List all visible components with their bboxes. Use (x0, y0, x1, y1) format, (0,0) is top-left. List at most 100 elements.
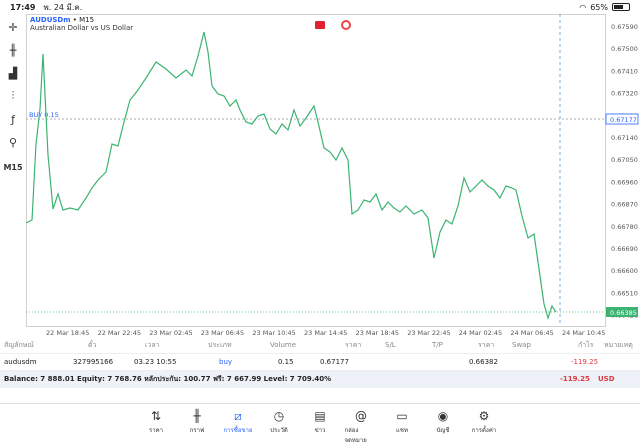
trade-table: สัญลักษณ์ ตั๋ว เวลา ประเภท Volume ราคา S… (0, 337, 640, 388)
time-axis-label: 24 Mar 10:45 (562, 329, 605, 337)
header-swap: Swap (512, 341, 531, 349)
time-axis-label: 24 Mar 06:45 (510, 329, 553, 337)
price-axis-label: 0.67500 (611, 45, 638, 53)
chart-toolbar: ✛ ╫ ▟ ⫶ ƒ ⚲ M15 (0, 14, 26, 334)
header-sl: S/L (385, 341, 396, 349)
tab-history[interactable]: ◷ ประวัติ (263, 404, 296, 447)
quotes-icon: ⇅ (150, 409, 162, 423)
sliders-icon[interactable]: ⫶ (11, 89, 15, 102)
header-tp: T/P (432, 341, 443, 349)
tab-history-label: ประวัติ (270, 427, 288, 434)
cell-ticket: 327995166 (73, 358, 114, 366)
time-axis-label: 23 Mar 14:45 (304, 329, 347, 337)
time-axis-label: 23 Mar 06:45 (201, 329, 244, 337)
header-price: ราคา (345, 340, 362, 349)
current-price-tag (606, 307, 638, 317)
price-axis-label: 0.66870 (611, 201, 638, 209)
tab-news[interactable]: ▤ ข่าว (304, 404, 337, 447)
chat-icon: ▭ (396, 409, 408, 423)
time-axis-label: 24 Mar 02:45 (459, 329, 502, 337)
buy-price-tag (605, 113, 639, 125)
trade-icon: ⧄ (234, 409, 242, 423)
timeframe-button[interactable]: M15 (3, 162, 23, 172)
table-row[interactable]: audusdm 327995166 03.23 10:55 buy 0.15 0… (0, 354, 640, 371)
price-axis-label: 0.66510 (611, 289, 638, 297)
header-profit: กำไร (578, 340, 594, 349)
tab-quotes[interactable]: ⇅ ราคา (140, 404, 173, 447)
status-bar: 17:49 พ. 24 มี.ค. ◠ 65% (0, 0, 640, 14)
tab-chart-label: กราฟ (189, 427, 205, 434)
battery-percent: 65% (590, 2, 608, 12)
objects-icon[interactable]: ⚲ (8, 135, 18, 149)
header-time: เวลา (145, 340, 160, 349)
time-axis-label: 22 Mar 22:45 (98, 329, 141, 337)
time-axis-label: 23 Mar 02:45 (149, 329, 192, 337)
indicators-icon[interactable]: ▟ (8, 66, 18, 80)
tab-chart[interactable]: ╫ กราฟ (181, 404, 214, 447)
history-icon: ◷ (273, 409, 285, 423)
chart-icon: ╫ (193, 409, 201, 423)
candles-icon[interactable]: ╫ (9, 43, 17, 57)
tab-account[interactable]: ◉ บัญชี (427, 404, 460, 447)
header-type: ประเภท (208, 340, 232, 349)
header-comment: หมายเหตุ (604, 340, 633, 349)
price-axis-label: 0.67140 (611, 134, 638, 142)
cell-type: buy (219, 358, 233, 366)
price-axis-label: 0.67410 (611, 67, 638, 75)
tab-account-label: บัญชี (436, 427, 450, 434)
symbol-description: Australian Dollar vs US Dollar (30, 24, 134, 32)
currency-label: USD (598, 375, 615, 383)
battery-fill (614, 5, 624, 9)
tab-quotes-label: ราคา (149, 427, 163, 434)
header-volume: Volume (270, 341, 297, 349)
mailbox-icon: @ (355, 409, 367, 423)
price-axis-label: 0.66690 (611, 245, 638, 253)
header-symbol: สัญลักษณ์ (4, 340, 34, 349)
buy-order-label: BUY 0.15 (29, 111, 59, 119)
cell-symbol: audusdm (4, 358, 37, 366)
flag-icon[interactable] (315, 21, 325, 29)
date: พ. 24 มี.ค. (43, 2, 83, 12)
table-header: สัญลักษณ์ ตั๋ว เวลา ประเภท Volume ราคา S… (0, 337, 640, 354)
chart-svg: 0.675900.675000.674100.673200.672300.671… (25, 14, 639, 337)
header-current-price: ราคา (478, 340, 495, 349)
total-profit: -119.25 (560, 375, 590, 383)
tab-news-label: ข่าว (314, 427, 326, 434)
function-icon[interactable]: ƒ (11, 112, 15, 126)
tab-chat[interactable]: ▭ แชท (386, 404, 419, 447)
time-axis-label: 23 Mar 22:45 (407, 329, 450, 337)
one-click-trading-icon[interactable] (341, 20, 351, 30)
header-ticket: ตั๋ว (88, 340, 97, 349)
settings-icon: ⚙ (478, 409, 490, 423)
tab-settings-label: การตั้งค่า (471, 427, 497, 434)
status-right: ◠ 65% (579, 3, 630, 12)
price-axis-label: 0.67320 (611, 90, 638, 98)
price-axis-label: 0.67050 (611, 156, 638, 164)
timeframe-suffix: • M15 (72, 16, 95, 24)
cell-time: 03.23 10:55 (134, 358, 177, 366)
cell-current-price: 0.66382 (469, 358, 498, 366)
tab-mailbox-label: กล่องจดหมาย (344, 427, 367, 444)
buy-price-tag-text: 0.67177 (610, 116, 637, 124)
crosshair-icon[interactable]: ✛ (8, 20, 18, 34)
price-axis-label: 0.66960 (611, 178, 638, 186)
tab-chat-label: แชท (396, 427, 408, 434)
clock: 17:49 (10, 2, 36, 12)
news-icon: ▤ (314, 409, 326, 423)
price-series-line (25, 31, 557, 321)
tab-mailbox[interactable]: @ กล่องจดหมาย (345, 404, 378, 447)
tab-trade[interactable]: ⧄ การซื้อขาย (222, 404, 255, 447)
balance-row: Balance: 7 888.01 Equity: 7 768.76 หลักป… (0, 371, 640, 388)
price-chart[interactable]: 0.675900.675000.674100.673200.672300.671… (25, 14, 640, 339)
plot-frame (26, 14, 606, 327)
tab-trade-label: การซื้อขาย (223, 427, 253, 434)
time-axis-label: 23 Mar 18:45 (356, 329, 399, 337)
time-axis-label: 22 Mar 18:45 (46, 329, 89, 337)
battery-icon (612, 3, 630, 11)
cell-profit: -119.25 (571, 358, 599, 366)
symbol-name: AUDUSDm (30, 16, 71, 24)
wifi-icon: ◠ (579, 2, 587, 12)
tab-settings[interactable]: ⚙ การตั้งค่า (468, 404, 501, 447)
cell-volume: 0.15 (278, 358, 294, 366)
balance-summary: Balance: 7 888.01 Equity: 7 768.76 หลักป… (4, 374, 332, 383)
